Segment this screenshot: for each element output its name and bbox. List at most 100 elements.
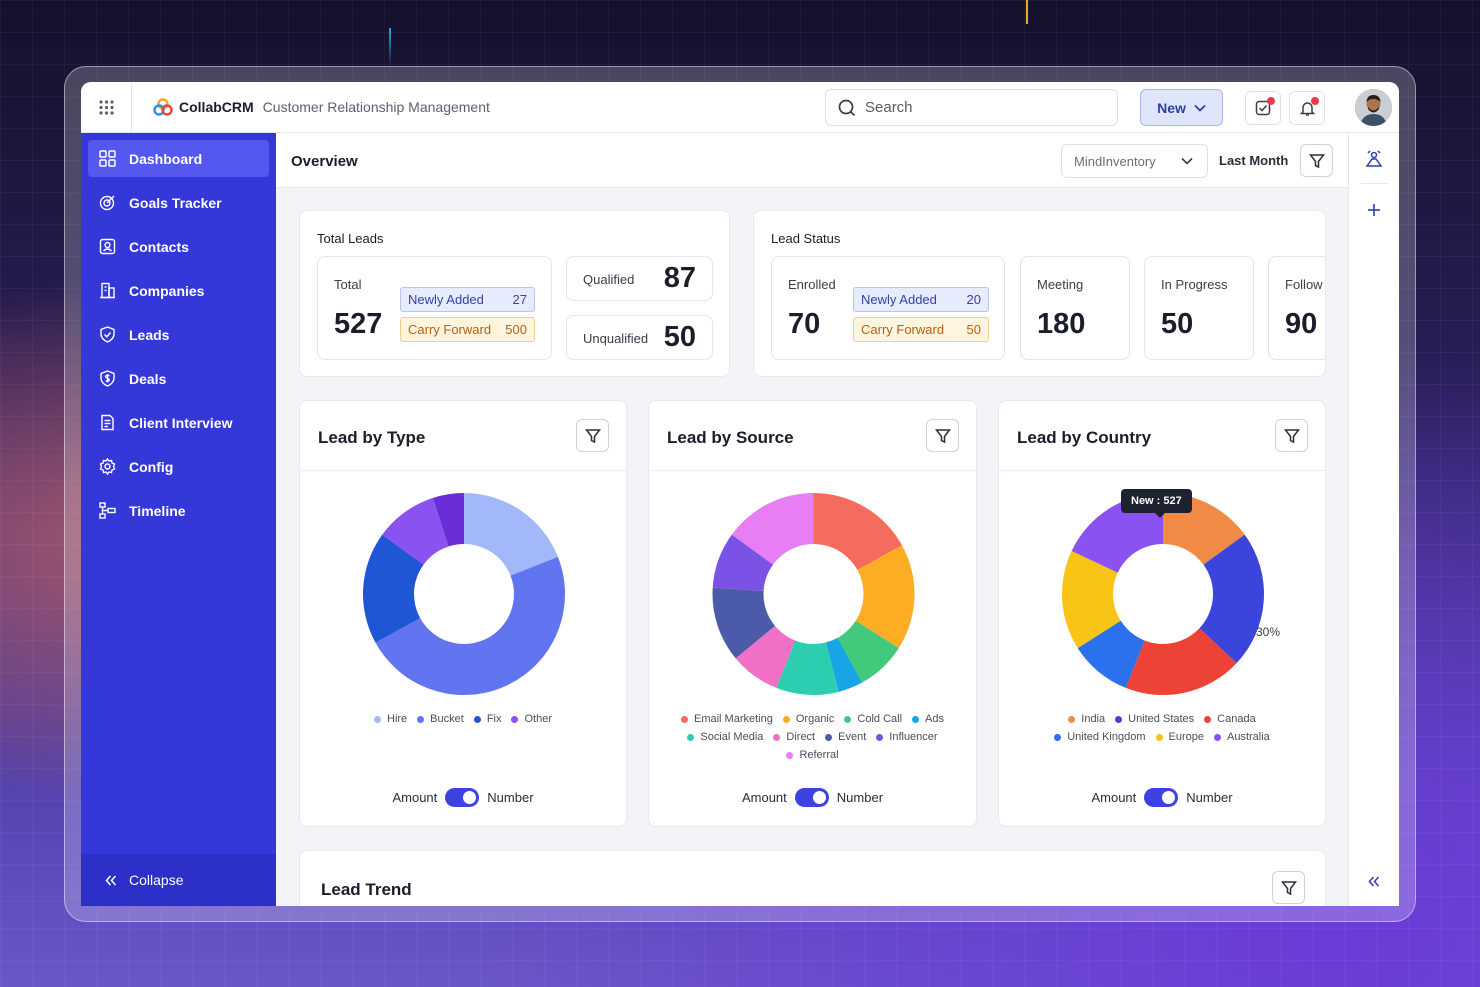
apps-grid-button[interactable] <box>81 82 132 133</box>
new-button[interactable]: New <box>1140 89 1223 126</box>
donut-slice-organic[interactable] <box>855 545 915 649</box>
donut-slice-email-marketing[interactable] <box>813 493 903 570</box>
amount-number-toggle[interactable] <box>445 788 480 807</box>
badge-value: 500 <box>505 322 527 337</box>
donut-slice-hire[interactable] <box>464 493 558 576</box>
legend-item[interactable]: Canada <box>1204 713 1256 725</box>
donut-slice-direct[interactable] <box>735 625 796 688</box>
sidebar-item-timeline[interactable]: Timeline <box>88 492 269 529</box>
donut-slice-cold-call[interactable] <box>837 620 899 683</box>
donut-slice-event[interactable] <box>712 587 775 659</box>
donut-slice-europe[interactable] <box>1062 550 1121 649</box>
document-icon <box>101 414 114 431</box>
right-rail <box>1348 133 1399 906</box>
donut-slice-fix[interactable] <box>363 534 424 643</box>
chart-filter-button[interactable] <box>1272 871 1305 904</box>
brand[interactable]: CollabCRM Customer Relationship Manageme… <box>153 98 490 116</box>
donut-slice-influencer[interactable] <box>712 534 774 591</box>
search-box[interactable] <box>825 89 1118 126</box>
chevron-down-icon <box>1181 157 1193 165</box>
sidebar-item-label: Leads <box>129 326 170 343</box>
stat-value: 90 <box>1285 308 1318 340</box>
sidebar-item-goals-tracker[interactable]: Goals Tracker <box>88 184 269 221</box>
donut-slice-united-states[interactable] <box>1199 534 1264 664</box>
stat-label: Meeting <box>1037 277 1084 292</box>
stat-label: Total <box>334 277 362 292</box>
legend-item[interactable]: Bucket <box>417 713 464 725</box>
legend-item[interactable]: Other <box>511 713 552 725</box>
toggle-right-label: Number <box>1186 790 1233 805</box>
legend-label: India <box>1081 713 1106 725</box>
legend-item[interactable]: India <box>1068 713 1105 725</box>
donut-slice-canada[interactable] <box>1125 628 1237 695</box>
legend-item[interactable]: Cold Call <box>844 713 902 725</box>
legend-item[interactable]: Europe <box>1155 731 1204 743</box>
sidebar-item-client-interview[interactable]: Client Interview <box>88 404 269 441</box>
rail-collapse-button[interactable] <box>1368 874 1380 892</box>
amount-number-toggle-row: Amount Number <box>649 788 976 807</box>
chart-filter-button[interactable] <box>576 419 609 452</box>
collapse-button[interactable]: Collapse <box>81 854 276 906</box>
target-icon <box>99 195 115 211</box>
overview-header: Overview MindInventory Last Month <box>276 133 1348 188</box>
legend-item[interactable]: United Kingdom <box>1054 731 1146 743</box>
collapse-label: Collapse <box>129 872 184 888</box>
lead-by-country-card: Lead by Country New : 527 30% India Unite… <box>998 400 1326 827</box>
sidebar-item-dashboard[interactable]: Dashboard <box>88 140 269 177</box>
legend-item[interactable]: Email Marketing <box>681 713 773 725</box>
sidebar-item-config[interactable]: Config <box>88 448 269 485</box>
sidebar-item-contacts[interactable]: Contacts <box>88 228 269 265</box>
legend-item[interactable]: Social Media <box>687 731 763 743</box>
sidebar-item-companies[interactable]: Companies <box>88 272 269 309</box>
lead-status-card: Lead Status Enrolled 70 Newly Added 20 C… <box>753 210 1326 377</box>
legend-item[interactable]: Hire <box>374 713 407 725</box>
legend-item[interactable]: Influencer <box>876 731 938 743</box>
sidebar-item-deals[interactable]: Deals <box>88 360 269 397</box>
newly-added-badge: Newly Added 27 <box>400 287 535 312</box>
legend-item[interactable]: Direct <box>773 731 815 743</box>
donut-slice-referral[interactable] <box>731 493 814 565</box>
legend-item[interactable]: Australia <box>1213 731 1270 743</box>
legend-item[interactable]: Ads <box>912 713 944 725</box>
tasks-button[interactable] <box>1245 91 1281 125</box>
new-button-label: New <box>1157 99 1186 116</box>
notifications-button[interactable] <box>1289 91 1325 125</box>
donut-slice-ads[interactable] <box>825 637 863 692</box>
legend-item[interactable]: Event <box>825 731 866 743</box>
donut-chart <box>363 493 566 696</box>
page-title: Overview <box>291 153 358 170</box>
app-window: CollabCRM Customer Relationship Manageme… <box>81 82 1399 906</box>
amount-number-toggle[interactable] <box>794 788 829 807</box>
overview-filter-button[interactable] <box>1300 144 1333 177</box>
rail-tool-button[interactable] <box>1364 149 1384 174</box>
chart-filter-button[interactable] <box>926 419 959 452</box>
donut-slice-social-media[interactable] <box>776 640 839 695</box>
shield-check-icon <box>100 326 115 343</box>
donut-slice-other[interactable] <box>382 497 449 565</box>
user-avatar[interactable] <box>1355 89 1392 126</box>
donut-slice-united-kingdom[interactable] <box>1077 620 1145 688</box>
amount-number-toggle[interactable] <box>1144 788 1179 807</box>
legend-label: Social Media <box>700 731 764 743</box>
sidebar-item-leads[interactable]: Leads <box>88 316 269 353</box>
legend-item[interactable]: United States <box>1115 713 1194 725</box>
badge-value: 20 <box>966 292 981 307</box>
organization-select[interactable]: MindInventory <box>1061 144 1208 178</box>
legend-item[interactable]: Organic <box>782 713 834 725</box>
rail-add-button[interactable] <box>1366 202 1382 223</box>
legend-item[interactable]: Fix <box>473 713 501 725</box>
legend-item[interactable]: Referral <box>786 749 839 761</box>
search-input[interactable] <box>865 99 1095 116</box>
donut-slice-other[interactable] <box>432 493 464 547</box>
donut-slice-bucket[interactable] <box>375 556 566 696</box>
legend-label: Canada <box>1217 713 1256 725</box>
plus-icon <box>1368 204 1380 216</box>
stat-value: 527 <box>334 308 383 340</box>
period-selector[interactable]: Last Month <box>1219 153 1289 168</box>
chart-title: Lead by Country <box>1017 428 1152 447</box>
legend-swatch <box>374 715 381 723</box>
legend-label: Hire <box>387 713 408 725</box>
sidebar-item-label: Dashboard <box>129 150 203 167</box>
chart-filter-button[interactable] <box>1275 419 1308 452</box>
follow-stat-box: Follow 90 <box>1268 256 1325 360</box>
